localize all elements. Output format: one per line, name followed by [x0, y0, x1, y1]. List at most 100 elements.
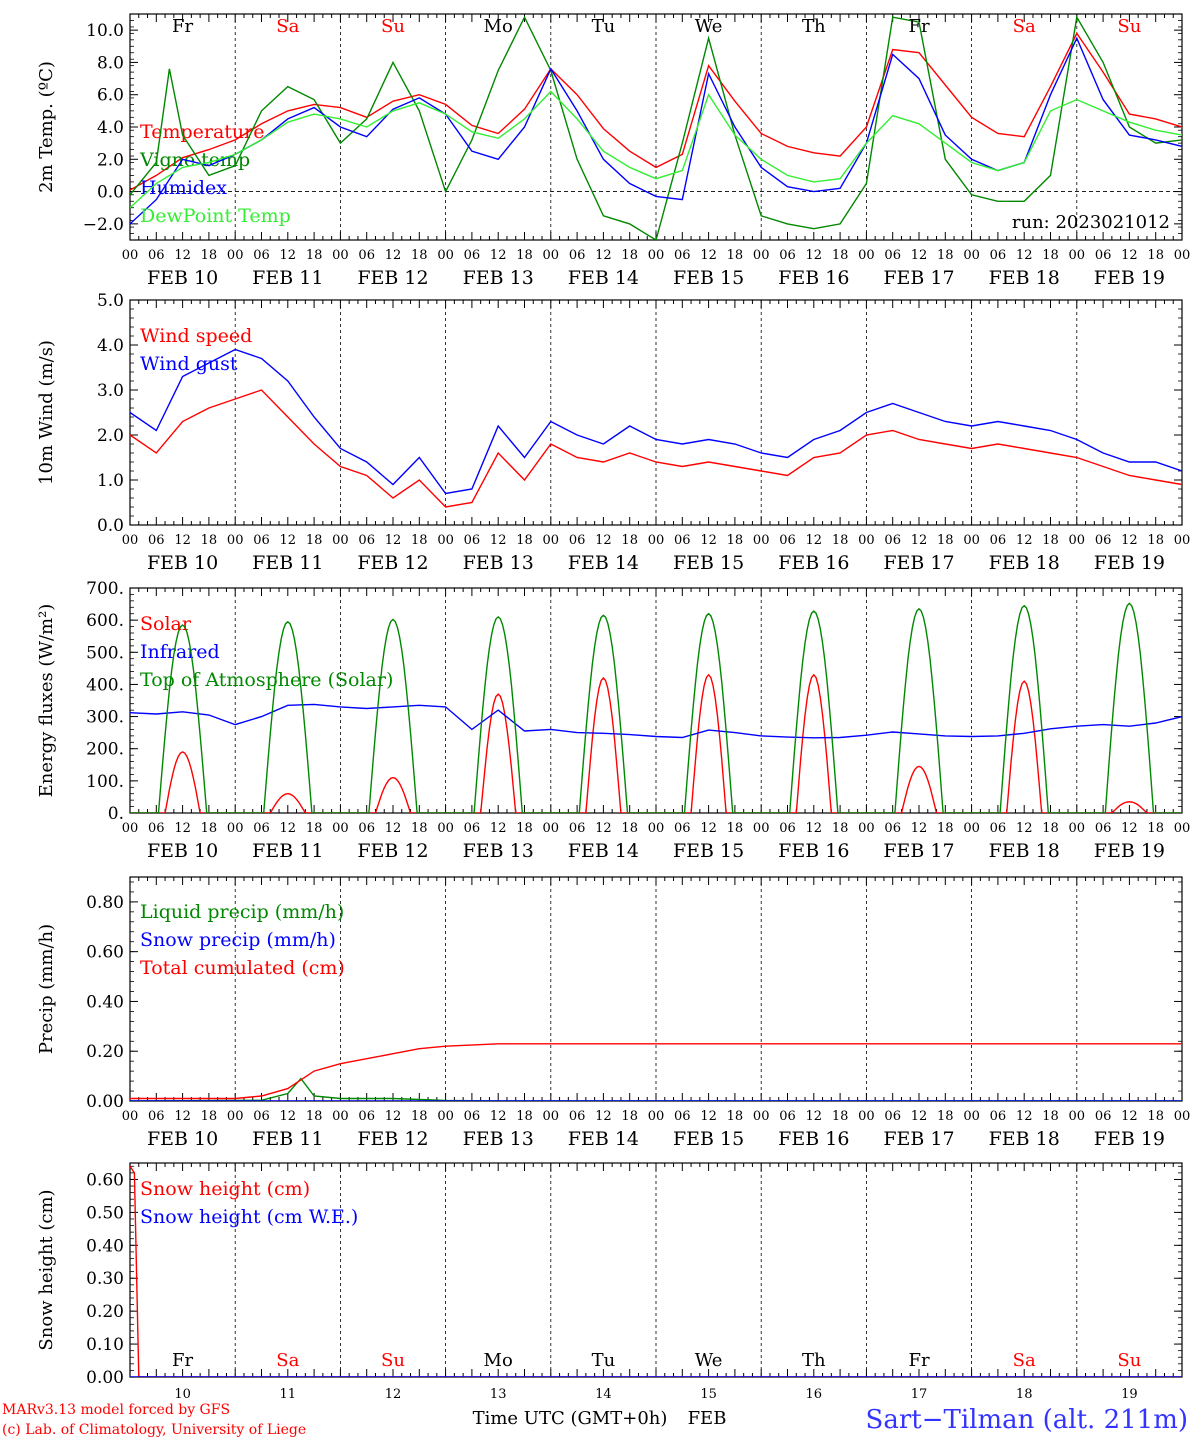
day-of-week-label: Mo: [484, 1350, 513, 1371]
hour-label: 06: [1095, 1109, 1112, 1124]
hour-label: 06: [884, 1109, 901, 1124]
y-axis-label: Energy fluxes (W/m²): [36, 604, 57, 798]
date-label: FEB 16: [778, 552, 849, 574]
hour-label: 06: [253, 248, 270, 263]
hour-label: 12: [806, 248, 823, 263]
hour-label: 18: [621, 1109, 638, 1124]
hour-label: 06: [779, 1109, 796, 1124]
hour-label: 12: [595, 533, 612, 548]
hour-label: 06: [148, 1109, 165, 1124]
date-label: FEB 12: [357, 267, 428, 289]
date-label: FEB 15: [673, 552, 744, 574]
hour-label: 00: [1069, 248, 1086, 263]
day-of-week-label: We: [695, 1350, 723, 1371]
date-label: FEB 10: [147, 1128, 218, 1150]
hour-label: 06: [990, 533, 1007, 548]
legend-entry: Vigne temp: [139, 149, 250, 171]
hour-label: 06: [884, 821, 901, 836]
hour-label: 06: [884, 248, 901, 263]
y-axis-label: Snow height (cm): [36, 1189, 57, 1350]
hour-label: 00: [648, 248, 665, 263]
hour-label: 12: [174, 1109, 191, 1124]
day-number-label: 17: [911, 1387, 928, 1402]
legend-entry: Temperature: [140, 121, 264, 143]
y-tick-label: 400.: [86, 675, 124, 695]
day-of-week-label: Su: [381, 1350, 405, 1371]
hour-label: 06: [674, 248, 691, 263]
hour-label: 18: [516, 1109, 533, 1124]
hour-label: 18: [411, 821, 428, 836]
hour-label: 12: [806, 1109, 823, 1124]
date-label: FEB 19: [1094, 840, 1165, 862]
hour-label: 18: [516, 533, 533, 548]
hour-label: 06: [569, 533, 586, 548]
hour-label: 12: [490, 1109, 507, 1124]
hour-label: 06: [358, 821, 375, 836]
hour-label: 00: [437, 533, 454, 548]
day-number-label: 16: [806, 1387, 823, 1402]
hour-label: 00: [963, 248, 980, 263]
hour-label: 06: [464, 533, 481, 548]
date-label: FEB 14: [568, 840, 639, 862]
hour-label: 12: [490, 248, 507, 263]
hour-label: 00: [1069, 1109, 1086, 1124]
hour-label: 06: [1095, 821, 1112, 836]
footer-model: MARv3.13 model forced by GFS: [2, 1402, 230, 1418]
hour-label: 18: [306, 821, 323, 836]
hour-label: 00: [122, 248, 139, 263]
series-line-top-of-atmosphere-solar-: [130, 602, 1182, 813]
date-label: FEB 13: [463, 267, 534, 289]
hour-label: 06: [1095, 533, 1112, 548]
legend-entry: Infrared: [140, 641, 220, 663]
date-label: FEB 16: [778, 267, 849, 289]
y-tick-label: 200.: [86, 740, 124, 760]
hour-label: 12: [595, 1109, 612, 1124]
legend-entry: Total cumulated (cm): [140, 957, 345, 979]
hour-label: 12: [280, 1109, 297, 1124]
y-tick-label: 0.60: [86, 1170, 124, 1190]
hour-label: 12: [1121, 248, 1138, 263]
y-tick-label: 4.0: [97, 336, 124, 356]
hour-label: 18: [516, 248, 533, 263]
date-label: FEB 17: [883, 552, 954, 574]
hour-label: 06: [148, 248, 165, 263]
day-of-week-label: Fr: [172, 16, 193, 37]
day-number-label: 14: [595, 1387, 612, 1402]
hour-label: 18: [201, 821, 218, 836]
hour-label: 12: [1016, 821, 1033, 836]
y-tick-label: 0.40: [86, 1236, 124, 1256]
date-label: FEB 12: [357, 552, 428, 574]
date-label: FEB 15: [673, 1128, 744, 1150]
y-axis-label: 10m Wind (m/s): [36, 340, 57, 485]
hour-label: 12: [595, 248, 612, 263]
hour-label: 18: [937, 821, 954, 836]
hour-label: 06: [464, 821, 481, 836]
y-tick-label: 4.0: [97, 118, 124, 138]
hour-label: 12: [490, 533, 507, 548]
hour-label: 18: [411, 533, 428, 548]
day-number-label: 10: [174, 1387, 191, 1402]
series-line-liquid-precip-mm-h-: [130, 1077, 1182, 1101]
day-of-week-label: Su: [1117, 16, 1141, 37]
y-tick-label: 5.0: [97, 291, 124, 311]
hour-label: 18: [411, 248, 428, 263]
series-line-infrared: [130, 703, 1182, 739]
hour-label: 06: [358, 248, 375, 263]
y-tick-label: 3.0: [97, 381, 124, 401]
day-number-label: 12: [385, 1387, 402, 1402]
date-label: FEB 10: [147, 552, 218, 574]
hour-label: 18: [937, 248, 954, 263]
hour-label: 06: [990, 1109, 1007, 1124]
hour-label: 12: [911, 533, 928, 548]
y-tick-label: 6.0: [97, 86, 124, 106]
chart-panel-2: 5.0 4.0 3.0 2.0 1.0 0.0 10m Wind (m/s) Wind spe…: [36, 291, 1190, 574]
hour-label: 18: [621, 533, 638, 548]
date-label: FEB 16: [778, 1128, 849, 1150]
hour-label: 00: [1174, 248, 1191, 263]
chart-panel-3: 700. 600. 500. 400. 300. 200. 100. 0. Energy flu…: [36, 579, 1190, 862]
series-line-solar: [130, 673, 1182, 813]
hour-label: 06: [148, 533, 165, 548]
legend-entry: Solar: [140, 613, 192, 635]
hour-label: 00: [963, 533, 980, 548]
hour-label: 12: [700, 1109, 717, 1124]
